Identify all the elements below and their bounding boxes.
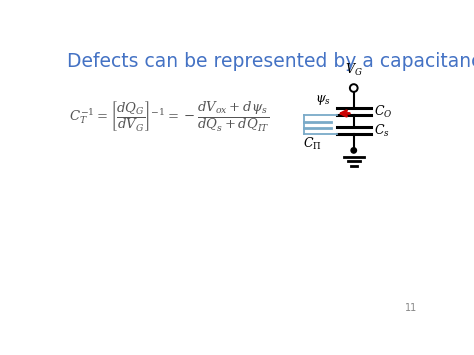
Text: $C_s$: $C_s$ (374, 123, 390, 139)
Text: $V_G$: $V_G$ (345, 62, 363, 78)
Text: $C_T^{-1} = \left[\dfrac{dQ_G}{dV_G}\right]^{-1}= -\dfrac{dV_{ox}+d\psi_s}{dQ_s+: $C_T^{-1} = \left[\dfrac{dQ_G}{dV_G}\rig… (69, 99, 269, 133)
Text: $\psi_s$: $\psi_s$ (315, 93, 330, 107)
Text: $C_O$: $C_O$ (374, 103, 392, 120)
Text: $C_{\Pi}$: $C_{\Pi}$ (302, 136, 321, 152)
Text: Defects can be represented by a capacitance: Defects can be represented by a capacita… (67, 52, 474, 71)
Circle shape (351, 148, 356, 153)
Text: 11: 11 (405, 303, 417, 313)
